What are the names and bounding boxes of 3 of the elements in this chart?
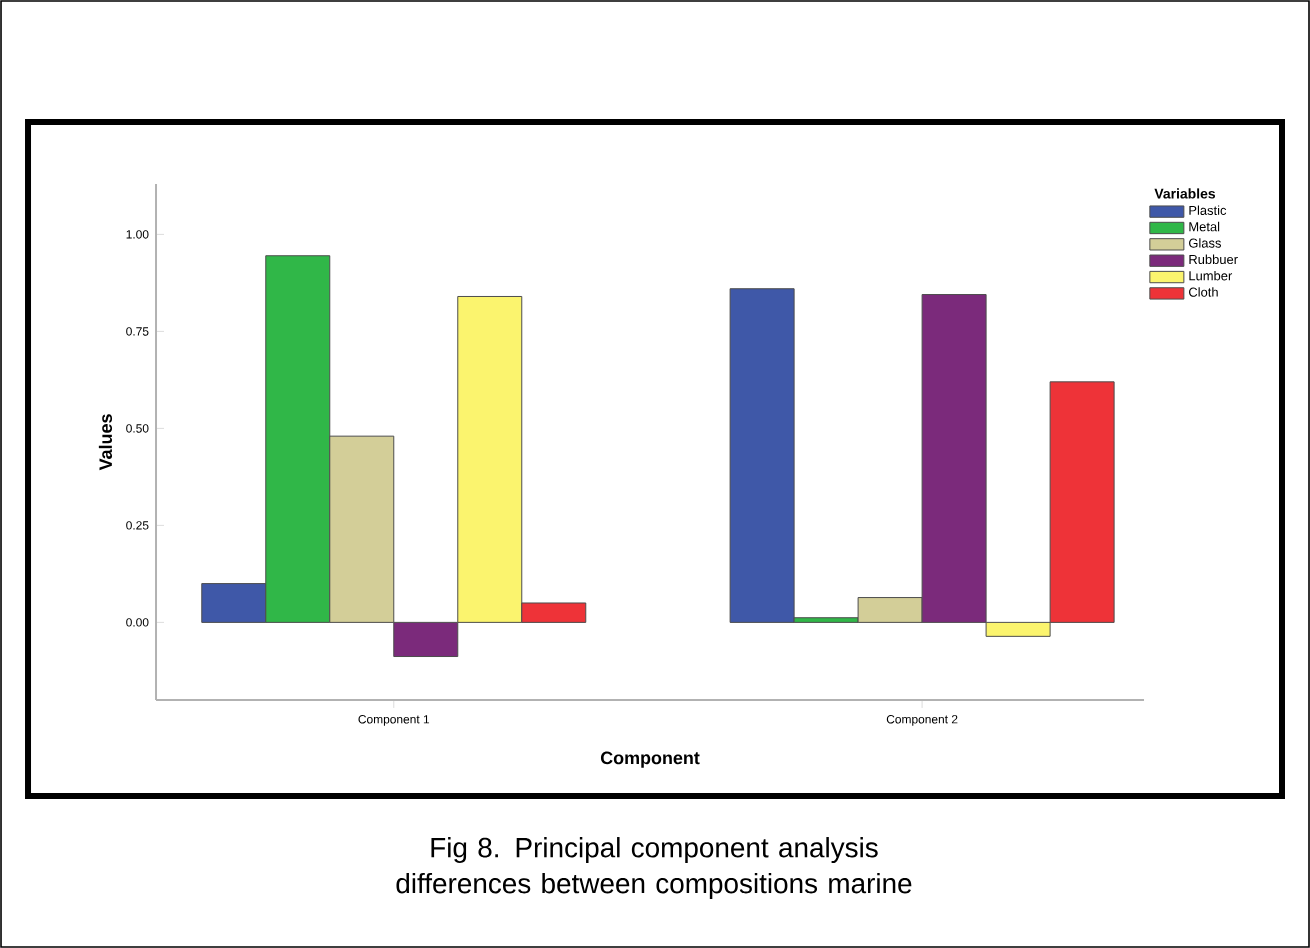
x-axis-title: Component (600, 751, 700, 768)
caption: Fig 8. Principal component analysis differences between compositions marine (396, 837, 912, 899)
y-axis-title: Values (98, 414, 113, 471)
